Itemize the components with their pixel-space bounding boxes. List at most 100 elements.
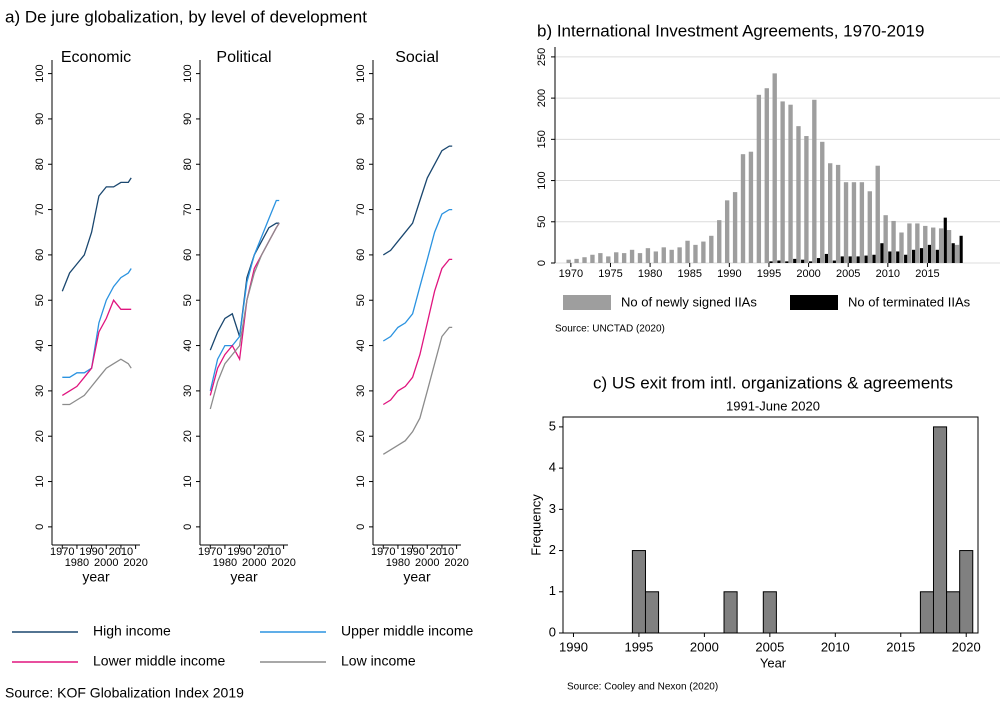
bar: [598, 253, 603, 263]
legend-swatch: [790, 295, 838, 310]
y-tick-label: 30: [355, 385, 367, 397]
y-tick-label: 40: [34, 339, 46, 351]
y-tick-label: 90: [355, 113, 367, 125]
x-tick-label: 2000: [690, 639, 719, 654]
x-tick-label: 2000: [94, 557, 118, 569]
line-series: [382, 258, 453, 406]
bar: [717, 220, 722, 263]
bar: [723, 591, 738, 634]
bar: [793, 258, 797, 263]
line-series: [382, 145, 453, 256]
bar: [951, 243, 955, 263]
bar: [631, 550, 646, 634]
x-tick-label: 2000: [796, 268, 820, 280]
bar: [859, 182, 865, 263]
source: Source: UNCTAD (2020): [555, 324, 665, 335]
legend-label: Low income: [341, 653, 416, 669]
x-tick-label: 2015: [915, 268, 939, 280]
panel-title: c) US exit from intl. organizations & ag…: [593, 373, 953, 392]
bar: [621, 253, 627, 263]
x-tick-label: 2000: [415, 557, 439, 569]
y-tick-label: 30: [34, 385, 46, 397]
bar: [943, 217, 947, 263]
y-tick-label: 70: [355, 203, 367, 215]
bar: [808, 261, 813, 263]
x-tick-label: 2015: [886, 639, 915, 654]
y-tick-label: 50: [536, 216, 548, 228]
bar: [872, 254, 876, 263]
y-tick-label: 80: [34, 158, 46, 170]
y-tick-label: 90: [182, 113, 194, 125]
bar: [637, 253, 643, 263]
y-tick-label: 50: [355, 294, 367, 306]
x-tick-label: 2010: [109, 546, 133, 558]
y-tick-label: 5: [549, 418, 556, 433]
x-tick-label: 1980: [386, 557, 410, 569]
bar: [899, 232, 904, 263]
x-tick-label: 2020: [123, 557, 147, 569]
y-tick-label: 100: [536, 171, 548, 189]
bar: [840, 256, 844, 263]
y-tick-label: 250: [536, 48, 548, 66]
y-tick-label: 50: [182, 294, 194, 306]
bar: [867, 191, 872, 263]
bar: [824, 253, 828, 263]
x-tick-label: 1990: [717, 268, 741, 280]
source: Source: Cooley and Nexon (2020): [567, 682, 718, 693]
x-tick-label: 2005: [836, 268, 860, 280]
y-tick-label: 20: [355, 430, 367, 442]
bar: [946, 230, 952, 263]
legend-label: High income: [93, 623, 171, 639]
bar: [888, 251, 892, 263]
legend-swatch: [563, 295, 611, 310]
bar: [816, 258, 821, 263]
y-tick-label: 2: [549, 542, 556, 557]
x-tick-label: 1980: [213, 557, 237, 569]
x-tick-label: 1995: [624, 639, 653, 654]
x-tick-label: 1990: [559, 639, 588, 654]
panel-subtitle: 1991-June 2020: [726, 398, 820, 413]
y-tick-label: 200: [536, 89, 548, 107]
legend-label: Upper middle income: [341, 623, 473, 639]
y-tick-label: 70: [182, 203, 194, 215]
bar: [828, 163, 833, 263]
y-tick-label: 60: [34, 249, 46, 261]
bar: [812, 99, 817, 263]
y-axis-label: Frequency: [528, 494, 543, 556]
bar: [590, 254, 595, 263]
x-axis-label: year: [230, 569, 258, 585]
bar: [923, 225, 928, 263]
x-tick-label: 1995: [757, 268, 781, 280]
y-tick-label: 20: [34, 430, 46, 442]
bar: [891, 220, 896, 263]
y-tick-label: 0: [355, 524, 367, 530]
y-tick-label: 70: [34, 203, 46, 215]
y-tick-label: 10: [355, 475, 367, 487]
bar: [693, 244, 698, 263]
panel-title: a) De jure globalization, by level of de…: [5, 7, 367, 26]
bar: [796, 126, 801, 263]
bar: [959, 235, 963, 263]
y-tick-label: 100: [355, 64, 367, 82]
line-series: [62, 268, 132, 378]
bar: [912, 249, 916, 263]
y-tick-label: 60: [182, 249, 194, 261]
y-tick-label: 100: [182, 64, 194, 82]
bar: [756, 94, 762, 263]
bar: [582, 257, 587, 263]
y-tick-label: 100: [34, 64, 46, 82]
x-tick-label: 1980: [65, 557, 89, 569]
x-tick-label: 1970: [50, 546, 74, 558]
bar: [954, 244, 960, 263]
bar: [574, 258, 579, 263]
bar: [566, 259, 571, 263]
x-tick-label: 1975: [598, 268, 622, 280]
x-tick-label: 2010: [430, 546, 454, 558]
bar: [677, 247, 682, 263]
bar: [875, 165, 880, 263]
y-tick-label: 50: [34, 294, 46, 306]
bar: [772, 73, 777, 263]
x-axis-label: year: [82, 569, 110, 585]
bar: [935, 249, 939, 263]
x-tick-label: 1985: [677, 268, 701, 280]
